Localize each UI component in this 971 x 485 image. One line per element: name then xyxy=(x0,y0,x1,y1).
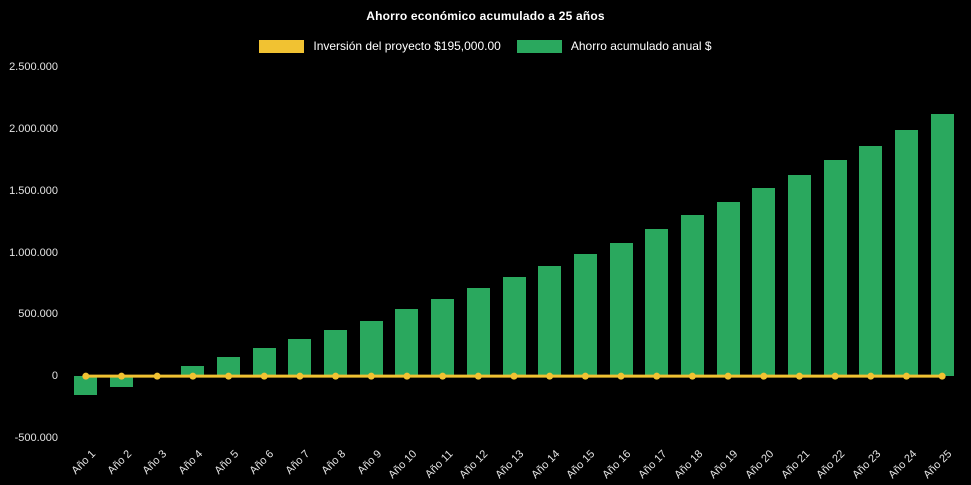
x-axis-tick-label: Año 21 xyxy=(778,448,812,482)
y-axis-tick-label: 500.000 xyxy=(18,308,58,321)
x-axis-tick-label: Año 1 xyxy=(69,448,99,477)
bar-año-3 xyxy=(145,375,169,377)
x-axis-tick-label: Año 9 xyxy=(354,448,384,477)
x-axis-tick-label: Año 11 xyxy=(422,448,456,481)
investment-legend-label: Inversión del proyecto $195,000.00 xyxy=(313,39,501,53)
bar-año-8 xyxy=(324,329,348,377)
legend-item-investment: Inversión del proyecto $195,000.00 xyxy=(259,39,501,53)
y-axis-tick-label: 0 xyxy=(51,370,58,383)
x-axis-tick-label: Año 18 xyxy=(671,448,705,482)
bar-año-2 xyxy=(110,376,134,387)
x-axis-tick-label: Año 20 xyxy=(743,448,777,482)
x-axis-tick-label: Año 7 xyxy=(283,448,313,477)
savings-legend-label: Ahorro acumulado anual $ xyxy=(570,39,712,53)
x-axis-tick-label: Año 8 xyxy=(319,448,349,477)
bar-año-21 xyxy=(787,174,811,377)
x-axis-tick-label: Año 2 xyxy=(105,448,135,477)
x-axis-tick-label: Año 4 xyxy=(176,448,206,477)
bar-año-10 xyxy=(395,309,419,377)
bar-año-7 xyxy=(288,339,312,377)
bar-año-25 xyxy=(930,113,954,377)
bar-año-13 xyxy=(502,277,526,377)
bar-año-1 xyxy=(74,376,98,395)
investment-legend-swatch xyxy=(259,39,305,53)
y-axis-tick-label: 2.000.000 xyxy=(9,122,58,135)
x-axis-tick-label: Año 22 xyxy=(814,448,848,482)
x-axis-tick-label: Año 15 xyxy=(564,448,598,482)
y-axis-tick-label: 1.000.000 xyxy=(9,246,58,259)
x-axis-tick-label: Año 19 xyxy=(707,448,741,482)
bar-año-5 xyxy=(217,356,241,377)
x-axis-tick-label: Año 5 xyxy=(212,448,242,477)
bar-año-22 xyxy=(823,160,847,377)
chart-title: Ahorro económico acumulado a 25 años xyxy=(366,9,605,23)
bar-año-19 xyxy=(716,201,740,377)
x-axis-tick-label: Año 23 xyxy=(850,448,884,482)
bar-año-15 xyxy=(573,254,597,377)
x-axis-tick-label: Año 3 xyxy=(140,448,170,477)
bar-año-17 xyxy=(645,229,669,377)
x-axis-tick-label: Año 16 xyxy=(600,448,634,482)
bar-año-14 xyxy=(538,266,562,377)
x-axis-tick-label: Año 24 xyxy=(885,448,919,482)
x-axis-tick-label: Año 25 xyxy=(921,448,955,482)
y-axis-tick-label: 2.500.000 xyxy=(9,61,58,73)
x-axis-tick-label: Año 13 xyxy=(493,448,527,482)
bar-año-6 xyxy=(252,347,276,377)
bar-año-23 xyxy=(859,145,883,377)
bar-año-20 xyxy=(752,188,776,377)
x-axis-tick-label: Año 10 xyxy=(386,448,420,482)
y-axis-tick-label: 1.500.000 xyxy=(9,184,58,197)
bar-año-9 xyxy=(359,320,383,377)
x-axis-tick-label: Año 6 xyxy=(247,448,277,477)
bar-año-18 xyxy=(680,215,704,377)
bar-año-24 xyxy=(894,130,918,377)
bar-año-12 xyxy=(466,288,490,377)
x-axis-tick-label: Año 14 xyxy=(529,448,563,482)
bar-año-16 xyxy=(609,242,633,377)
x-axis-tick-label: Año 12 xyxy=(457,448,491,482)
bar-año-4 xyxy=(181,366,205,377)
legend-item-savings: Ahorro acumulado anual $ xyxy=(516,39,712,53)
chart-legend: Inversión del proyecto $195,000.00 Ahorr… xyxy=(0,39,971,53)
y-axis-tick-label: -500.000 xyxy=(14,432,58,444)
bar-año-11 xyxy=(431,298,455,377)
x-axis-tick-label: Año 17 xyxy=(636,448,670,482)
savings-legend-swatch xyxy=(516,39,562,53)
